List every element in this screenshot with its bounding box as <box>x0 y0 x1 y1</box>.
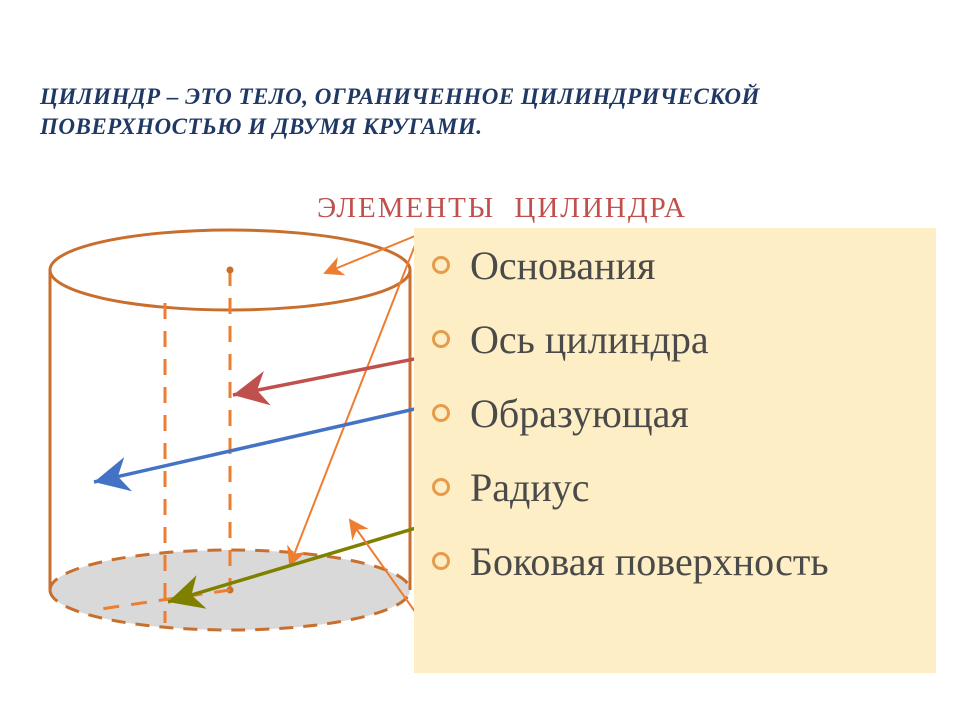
list-item: Радиус <box>432 462 918 514</box>
list-item: Образующая <box>432 388 918 440</box>
elements-list: Основания Ось цилиндра Образующая Радиус… <box>432 240 918 588</box>
arrow-bases-top <box>325 236 415 273</box>
elements-list-box: Основания Ось цилиндра Образующая Радиус… <box>414 228 936 673</box>
list-item: Боковая поверхность <box>432 536 918 588</box>
list-item: Основания <box>432 240 918 292</box>
slide-title: ЦИЛИНДР – ЭТО ТЕЛО, ОГРАНИЧЕННОЕ ЦИЛИНДР… <box>40 82 770 142</box>
list-item: Ось цилиндра <box>432 314 918 366</box>
axis-top-dot <box>227 267 234 274</box>
arrow-bases-bottom <box>290 240 417 565</box>
slide: ЦИЛИНДР – ЭТО ТЕЛО, ОГРАНИЧЕННОЕ ЦИЛИНДР… <box>0 0 960 720</box>
